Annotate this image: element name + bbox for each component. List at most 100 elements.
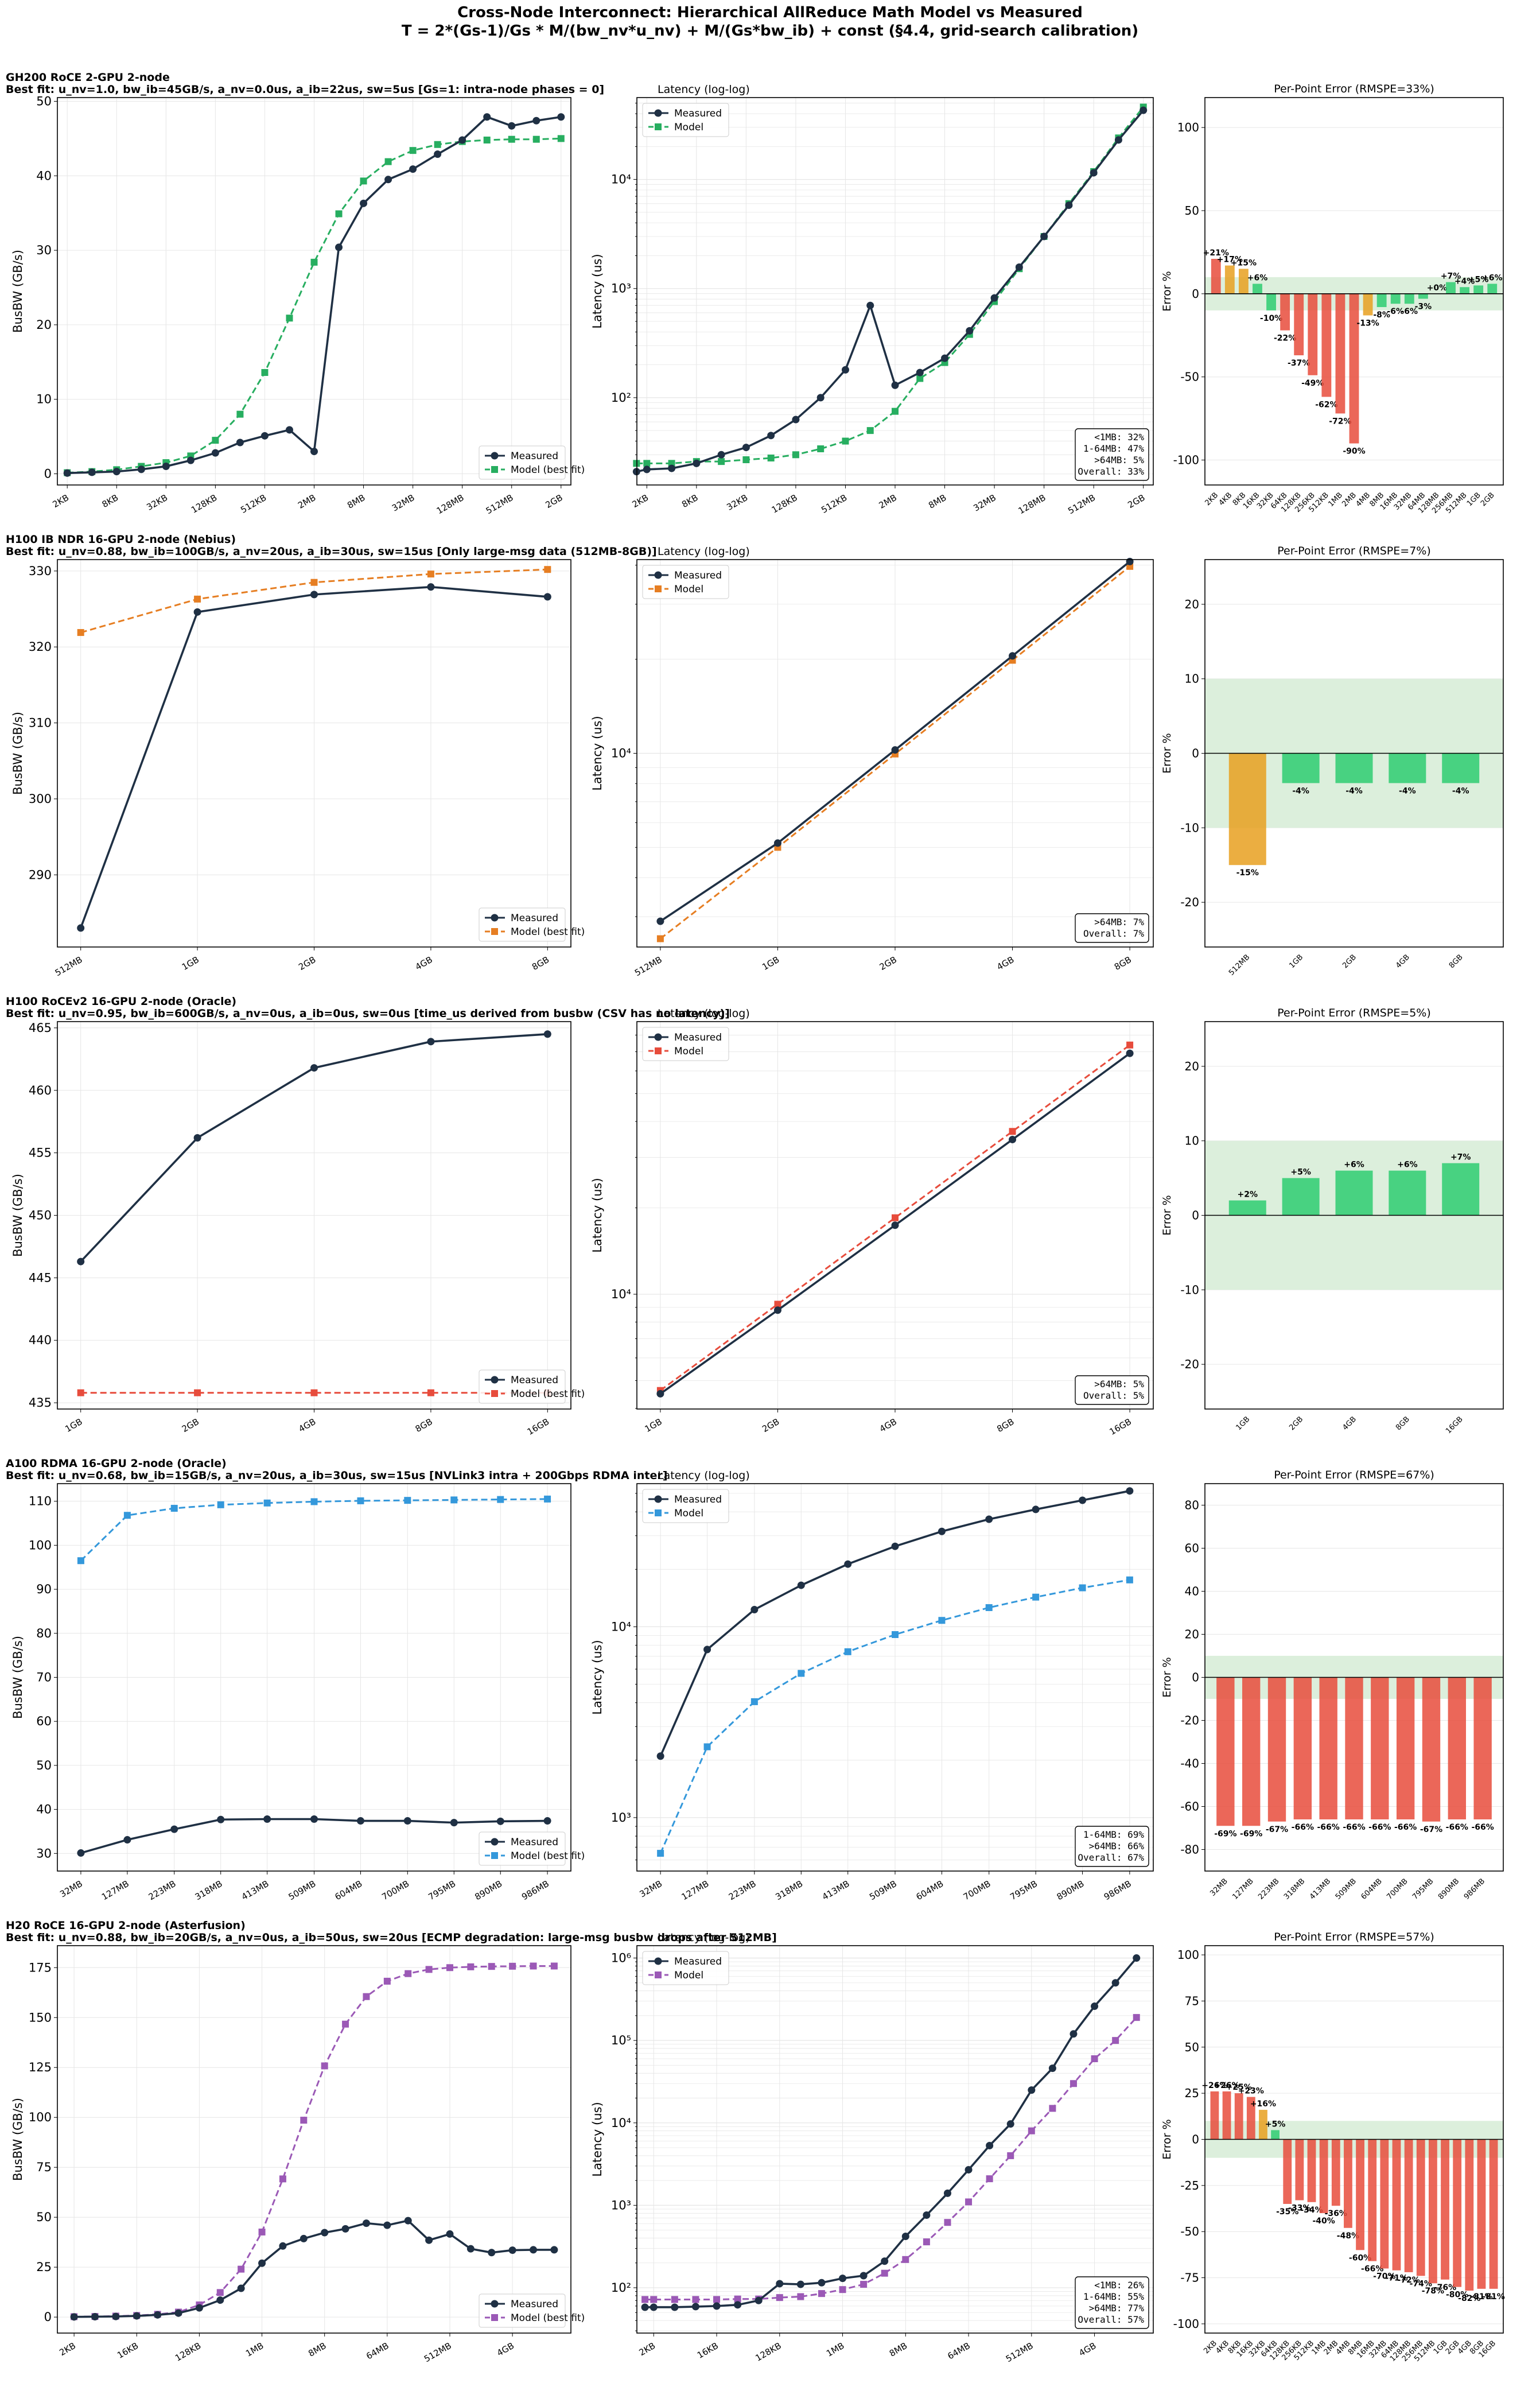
error-bar [1307,2139,1316,2202]
error-bar-label: +26% [1201,2081,1227,2090]
model-point [860,2281,868,2288]
error-bar-label: +25% [1226,2083,1252,2092]
model-point [1112,2037,1119,2044]
y-axis-label: BusBW (GB/s) [11,2098,25,2181]
y-axis-label: BusBW (GB/s) [11,250,25,333]
model-point [767,455,775,462]
error-bar [1222,2091,1231,2140]
axes-frame [636,1483,1154,1872]
model-point [1032,1593,1040,1601]
axes-frame [1204,559,1504,948]
y-tick-label: 10⁴ [611,747,631,760]
y-tick-label: 20 [36,318,52,332]
legend-label: Measured [511,1837,558,1848]
error-bar-label: -60% [1349,2253,1371,2262]
measured-point [656,1752,664,1760]
panel-title: Per-Point Error (RMSPE=57%) [1274,1931,1434,1943]
y-tick-label: 10⁶ [611,1951,631,1965]
error-bar-label: -82% [1458,2294,1480,2303]
panel-title-line1: GH200 RoCE 2-GPU 2-node [6,71,170,84]
measured-point [237,2284,245,2292]
error-bar [1441,2139,1449,2280]
error-bar [1280,293,1290,331]
legend-marker [655,123,662,130]
y-tick-label: 25 [36,2260,52,2274]
model-point [774,1301,781,1308]
model-point [216,2289,224,2296]
error-bar [1446,282,1456,294]
legend-marker [491,1390,498,1397]
y-tick-label: 20 [1185,597,1199,611]
measured-point [901,2233,909,2241]
model-point [817,445,825,452]
measured-point [818,2279,826,2287]
model-point [405,1970,412,1977]
measured-point [668,464,676,472]
model-point [750,1698,758,1705]
measured-point [356,1817,364,1825]
panel-title-line2: Best fit: u_nv=0.95, bw_ib=600GB/s, a_nv… [6,1007,730,1020]
model-point [488,1963,495,1970]
model-point [1126,1576,1133,1584]
measured-point [77,1849,85,1857]
measured-point [866,301,874,309]
axes-frame [636,97,1154,486]
y-tick-label: 10² [611,391,631,405]
error-bar-label: -13% [1356,319,1379,328]
legend-marker [655,585,662,592]
error-bar [1283,2139,1292,2204]
y-tick-label: 320 [29,640,52,654]
error-bar [1211,259,1221,294]
legend-label: Measured [674,1494,722,1505]
error-bar-label: -15% [1236,868,1259,878]
measured-point [174,2309,182,2317]
measured-point [310,1064,318,1072]
measured-point [300,2234,308,2242]
measured-point [550,2246,558,2254]
error-bar-label: -67% [1420,1825,1442,1834]
error-bar-label: +6% [1482,273,1503,282]
error-bar-label: -10% [1260,314,1282,323]
error-bar [1344,2139,1352,2228]
error-bar [1224,265,1235,294]
measured-point [195,2304,203,2312]
y-tick-label: 30 [36,243,52,257]
error-bar [1308,293,1318,375]
error-bar [1259,2110,1267,2140]
model-point [1133,2014,1140,2021]
model-point [300,2117,308,2124]
measured-point [797,1581,805,1589]
panel-title-line2: Best fit: u_nv=1.0, bw_ib=45GB/s, a_nv=0… [6,83,604,96]
model-point [425,1966,433,1973]
y-tick-label: 40 [1185,1585,1199,1598]
legend-label: Model (best fit) [511,2312,585,2324]
error-bar [1448,1677,1466,1819]
error-bar [1210,2091,1219,2140]
error-bar [1238,269,1249,294]
legend-box [479,445,566,480]
y-tick-label: 50 [36,94,52,108]
model-point [734,2295,741,2303]
model-point [842,437,849,445]
error-bar-label: -4% [1292,786,1309,795]
model-point [77,1389,84,1396]
y-tick-label: 10³ [611,1811,631,1825]
error-bar-label: -6% [1401,307,1418,316]
measured-point [916,368,924,377]
model-point [77,1557,84,1565]
measured-point [990,294,998,302]
model-point [965,2198,973,2206]
legend-marker [491,452,499,460]
legend-label: Model (best fit) [511,464,585,476]
legend-marker [491,914,499,922]
error-bar [1271,2130,1280,2140]
error-panel-h100ib: -20 -10 0 10 20 Error % Per-Point Error (RMSPE… [1161,545,1504,977]
error-bar [1234,2093,1243,2140]
error-bar-label: -4% [1345,786,1363,795]
measured-point [1140,106,1148,114]
y-axis-label: Error % [1161,1657,1173,1697]
error-bar [1331,2139,1340,2206]
error-bar [1390,293,1401,304]
panel-title-line2: Best fit: u_nv=0.88, bw_ib=100GB/s, a_nv… [6,545,657,558]
